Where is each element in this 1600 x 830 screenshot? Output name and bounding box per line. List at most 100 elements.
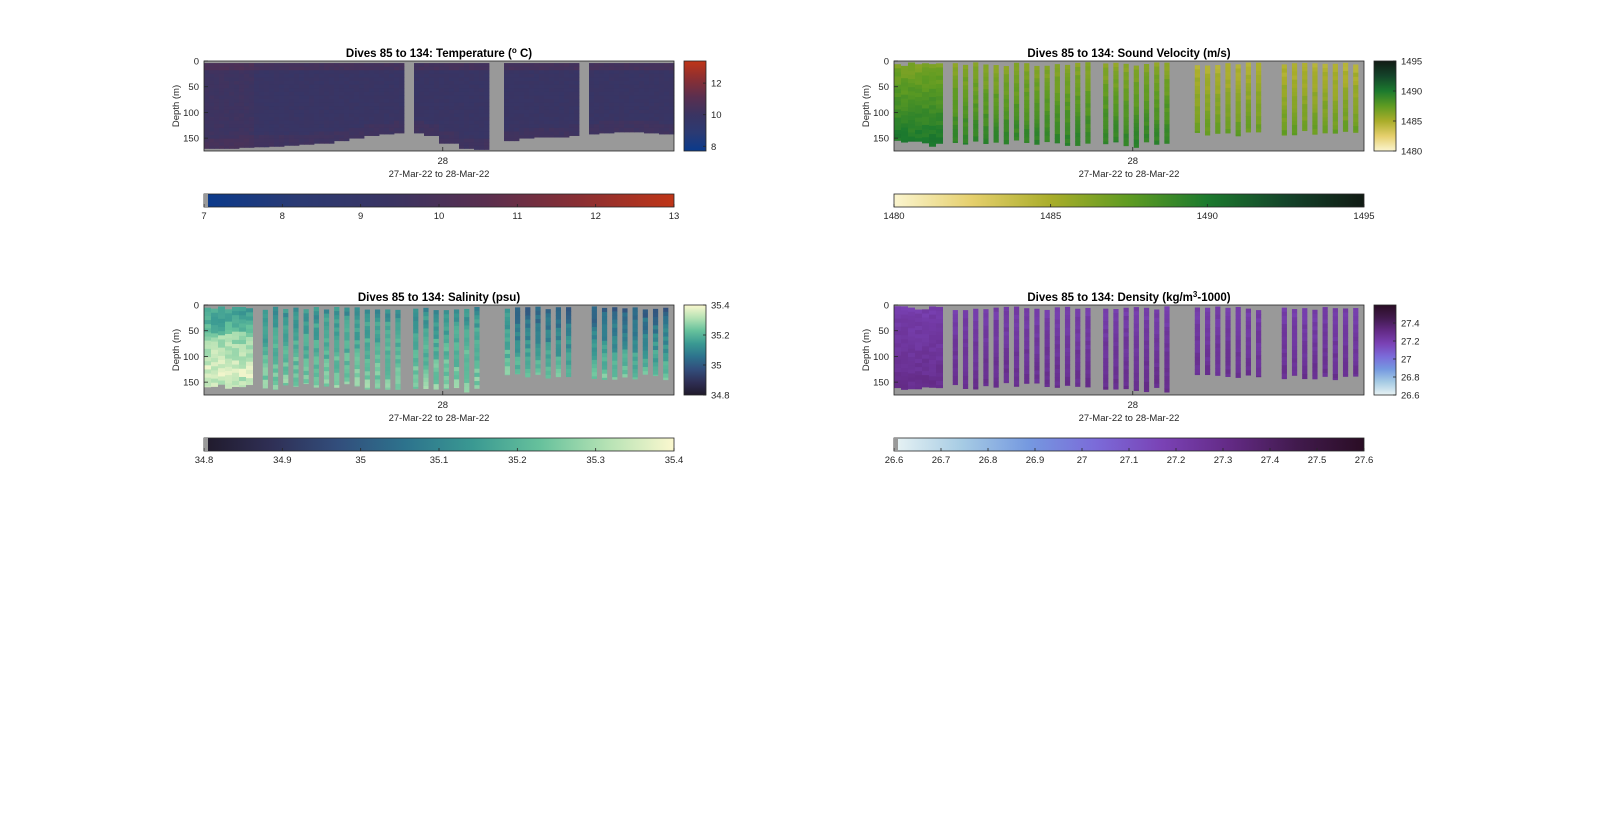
cell [632,344,638,349]
cell [389,127,395,132]
cell [545,374,551,379]
cell [1281,72,1287,78]
cell [399,81,405,86]
cell [1034,362,1040,367]
hbar-tick-label: 26.8 [979,455,998,466]
cell [574,66,580,71]
cell [1123,381,1129,387]
cell [259,142,265,147]
cell [632,319,638,325]
cell [594,81,600,86]
cell [1322,125,1328,131]
cell [1225,324,1231,329]
cell [936,368,943,374]
cell [936,327,943,332]
cell [619,73,625,78]
cell [664,131,670,135]
cell [894,318,901,324]
cell [1075,99,1081,105]
cell [479,73,485,78]
cell [1225,373,1231,377]
cell [1215,130,1221,134]
cell [609,91,615,96]
cell [922,100,929,105]
cell [269,99,275,104]
cell [334,311,340,316]
cell [1003,119,1009,125]
cell [304,99,310,104]
cell [204,369,211,374]
cell [1103,108,1109,114]
cell [474,120,480,125]
cell [659,77,665,82]
cell [1113,317,1119,322]
cell [622,374,628,378]
cell [1024,316,1030,321]
cell [334,120,340,125]
cell [1332,357,1338,363]
cell [612,336,618,341]
cell [983,80,989,86]
cell [389,120,395,125]
cell [349,120,355,125]
cell [922,137,929,142]
cell [1113,87,1119,92]
cell [619,127,625,132]
cell [1143,121,1150,127]
cell [259,73,265,78]
cell [1123,104,1129,110]
cell [274,106,280,111]
cell [354,319,360,325]
cell [1312,350,1318,356]
cell [612,364,618,370]
cell [659,124,665,129]
cell [901,314,908,320]
cell [1215,69,1221,74]
cell [229,142,235,147]
cell [1133,356,1139,361]
cell [929,306,936,311]
cell [214,142,220,147]
cell [244,77,250,82]
cell [1133,69,1139,75]
cell [642,334,648,339]
cell [224,113,230,118]
cell [539,106,545,111]
cell [459,63,465,68]
cell [369,124,375,129]
cell [1225,96,1231,101]
cell [264,73,270,78]
cell [1133,348,1139,353]
hbar-tick-label: 27.2 [1167,455,1186,466]
cell [1256,314,1262,319]
cell [1322,311,1328,316]
cell [464,131,470,136]
cell [364,317,370,323]
cell [564,135,570,138]
cell [1322,104,1328,110]
cell [609,109,615,114]
cell [374,81,380,86]
cell [319,113,325,118]
cell [254,88,260,93]
cell [515,369,521,374]
cell [1064,360,1071,365]
cell [624,102,630,107]
cell [354,377,360,382]
cell [433,326,439,332]
cell [249,145,255,148]
cell [254,117,260,122]
cell [414,120,420,125]
cell [1113,383,1119,388]
cell [294,84,300,89]
cell [334,113,340,118]
cell [664,109,670,114]
cell [669,73,675,78]
cell [1103,112,1109,118]
cell [983,370,989,376]
cell [519,73,525,78]
cell [644,95,650,100]
cell [589,106,595,111]
cell [374,106,380,111]
cell [644,106,650,111]
